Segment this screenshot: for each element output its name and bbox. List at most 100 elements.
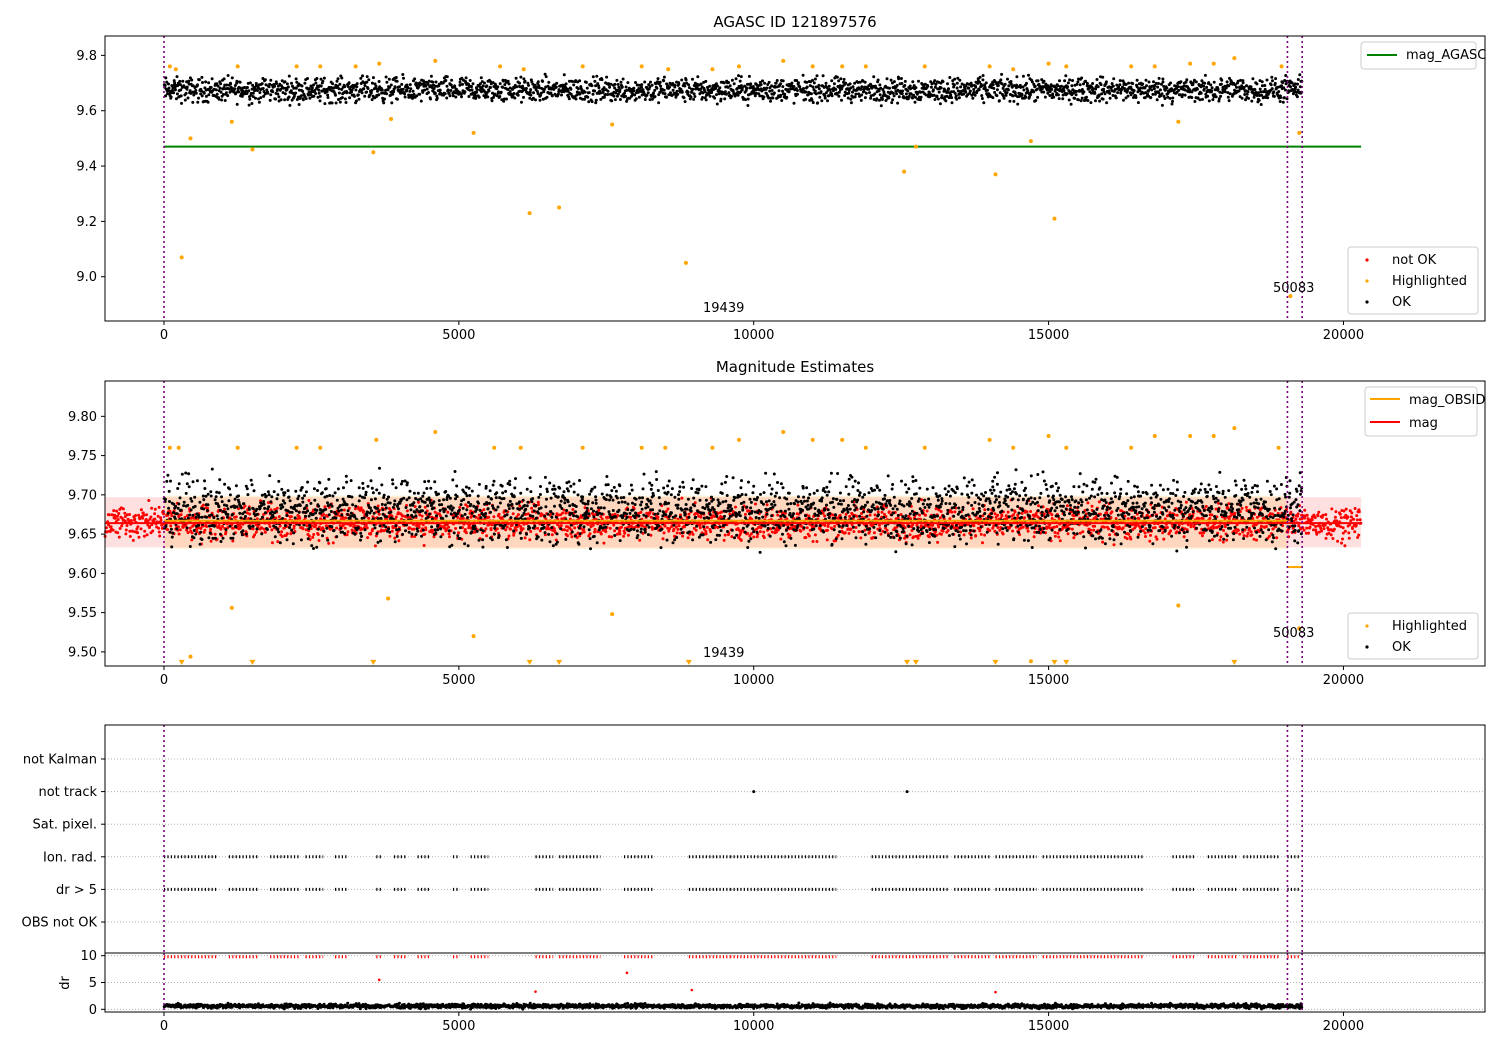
data-point xyxy=(781,58,786,63)
data-point xyxy=(1011,445,1016,450)
data-point xyxy=(710,445,715,450)
data-point xyxy=(1052,216,1057,221)
data-point xyxy=(229,605,234,610)
data-point xyxy=(557,205,562,210)
x-tick-label: 15000 xyxy=(1028,673,1069,688)
data-point xyxy=(666,67,671,72)
data-points-ok xyxy=(162,72,1304,108)
data-point xyxy=(1211,61,1216,66)
data-point xyxy=(736,437,741,442)
data-point xyxy=(922,64,927,69)
panel-flags: not Kalman not track Sat. pixel. Ion. rad. d… xyxy=(22,724,1486,954)
data-point-below-range xyxy=(1051,659,1058,665)
data-point-below-range xyxy=(370,659,377,665)
data-point-below-range xyxy=(556,659,563,665)
data-point xyxy=(471,634,476,639)
y-tick-label: 9.8 xyxy=(76,49,97,64)
x-tick-label: 10000 xyxy=(733,673,774,688)
panel-title: AGASC ID 121897576 xyxy=(713,13,876,31)
data-point xyxy=(1297,626,1302,631)
data-point xyxy=(1152,64,1157,69)
data-point xyxy=(318,445,323,450)
data-point xyxy=(690,988,694,992)
data-point-below-range xyxy=(904,659,911,665)
data-point xyxy=(521,67,526,72)
legend-label: OK xyxy=(1392,295,1411,310)
legend-bottom: Highlighted OK xyxy=(1347,612,1479,660)
data-point xyxy=(736,64,741,69)
data-point-below-range xyxy=(912,659,919,665)
data-point xyxy=(1064,445,1069,450)
y-tick-label: 0 xyxy=(89,1003,97,1018)
annotation: 50083 xyxy=(1273,626,1314,641)
y-tick-label: Ion. rad. xyxy=(43,850,97,865)
data-point xyxy=(176,445,181,450)
data-point xyxy=(840,64,845,69)
axes-frame xyxy=(104,380,1486,667)
x-tick-label: 15000 xyxy=(1028,328,1069,343)
data-point xyxy=(374,437,379,442)
data-point xyxy=(781,430,786,435)
x-tick-label: 10000 xyxy=(733,328,774,343)
y-tick-label: 9.55 xyxy=(68,606,97,621)
data-point xyxy=(580,445,585,450)
data-point xyxy=(1028,659,1033,664)
y-tick-label: 9.75 xyxy=(68,449,97,464)
x-tick-label: 5000 xyxy=(442,1019,475,1034)
data-point xyxy=(987,64,992,69)
y-tick-label: 10 xyxy=(80,949,97,964)
data-point xyxy=(534,990,537,993)
legend-label: mag_AGASC xyxy=(1406,48,1486,63)
data-point xyxy=(229,119,234,124)
data-point xyxy=(1129,445,1134,450)
legend-label: Highlighted xyxy=(1392,619,1467,634)
data-point xyxy=(1046,433,1051,438)
flag-point xyxy=(752,790,756,794)
legend-label: mag xyxy=(1409,416,1438,431)
data-point xyxy=(527,211,532,216)
y-tick-label: 9.70 xyxy=(68,488,97,503)
panel-dr: 0 5000 10000 15000 20000 0 5 10 dr xyxy=(58,949,1486,1034)
data-point xyxy=(987,437,992,442)
x-tick-label: 10000 xyxy=(733,1019,774,1034)
y-tick-label: 9.2 xyxy=(76,215,97,230)
data-point xyxy=(492,445,497,450)
data-point xyxy=(235,64,240,69)
data-point xyxy=(167,445,172,450)
x-tick-label: 5000 xyxy=(442,328,475,343)
legend-label: Highlighted xyxy=(1392,274,1467,289)
data-point xyxy=(167,64,172,69)
data-point xyxy=(371,150,376,155)
data-point xyxy=(353,64,358,69)
data-point xyxy=(518,445,523,450)
x-tick-label: 0 xyxy=(160,1019,168,1034)
data-point xyxy=(498,64,503,69)
data-point xyxy=(840,437,845,442)
data-point xyxy=(639,445,644,450)
data-point xyxy=(810,64,815,69)
data-point xyxy=(993,172,998,177)
data-points-ok xyxy=(162,1001,1304,1011)
legend-label: mag_OBSID xyxy=(1409,393,1485,408)
legend-label: OK xyxy=(1392,640,1411,655)
data-point xyxy=(639,64,644,69)
annotation: 50083 xyxy=(1273,281,1314,296)
data-point xyxy=(863,445,868,450)
data-point-below-range xyxy=(249,659,256,665)
data-point xyxy=(386,596,391,601)
data-point xyxy=(683,260,688,265)
data-point-below-range xyxy=(992,659,999,665)
data-point xyxy=(1152,433,1157,438)
data-point xyxy=(377,978,381,982)
y-tick-label: 9.6 xyxy=(76,104,97,119)
annotation: 19439 xyxy=(703,646,744,661)
x-tick-label: 20000 xyxy=(1323,328,1364,343)
x-tick-label: 20000 xyxy=(1323,1019,1364,1034)
data-point xyxy=(1176,119,1181,124)
panel-title: Magnitude Estimates xyxy=(716,358,874,376)
data-point xyxy=(389,117,394,122)
annotation: 19439 xyxy=(703,301,744,316)
data-point xyxy=(1046,61,1051,66)
y-tick-label: Sat. pixel. xyxy=(33,818,97,833)
